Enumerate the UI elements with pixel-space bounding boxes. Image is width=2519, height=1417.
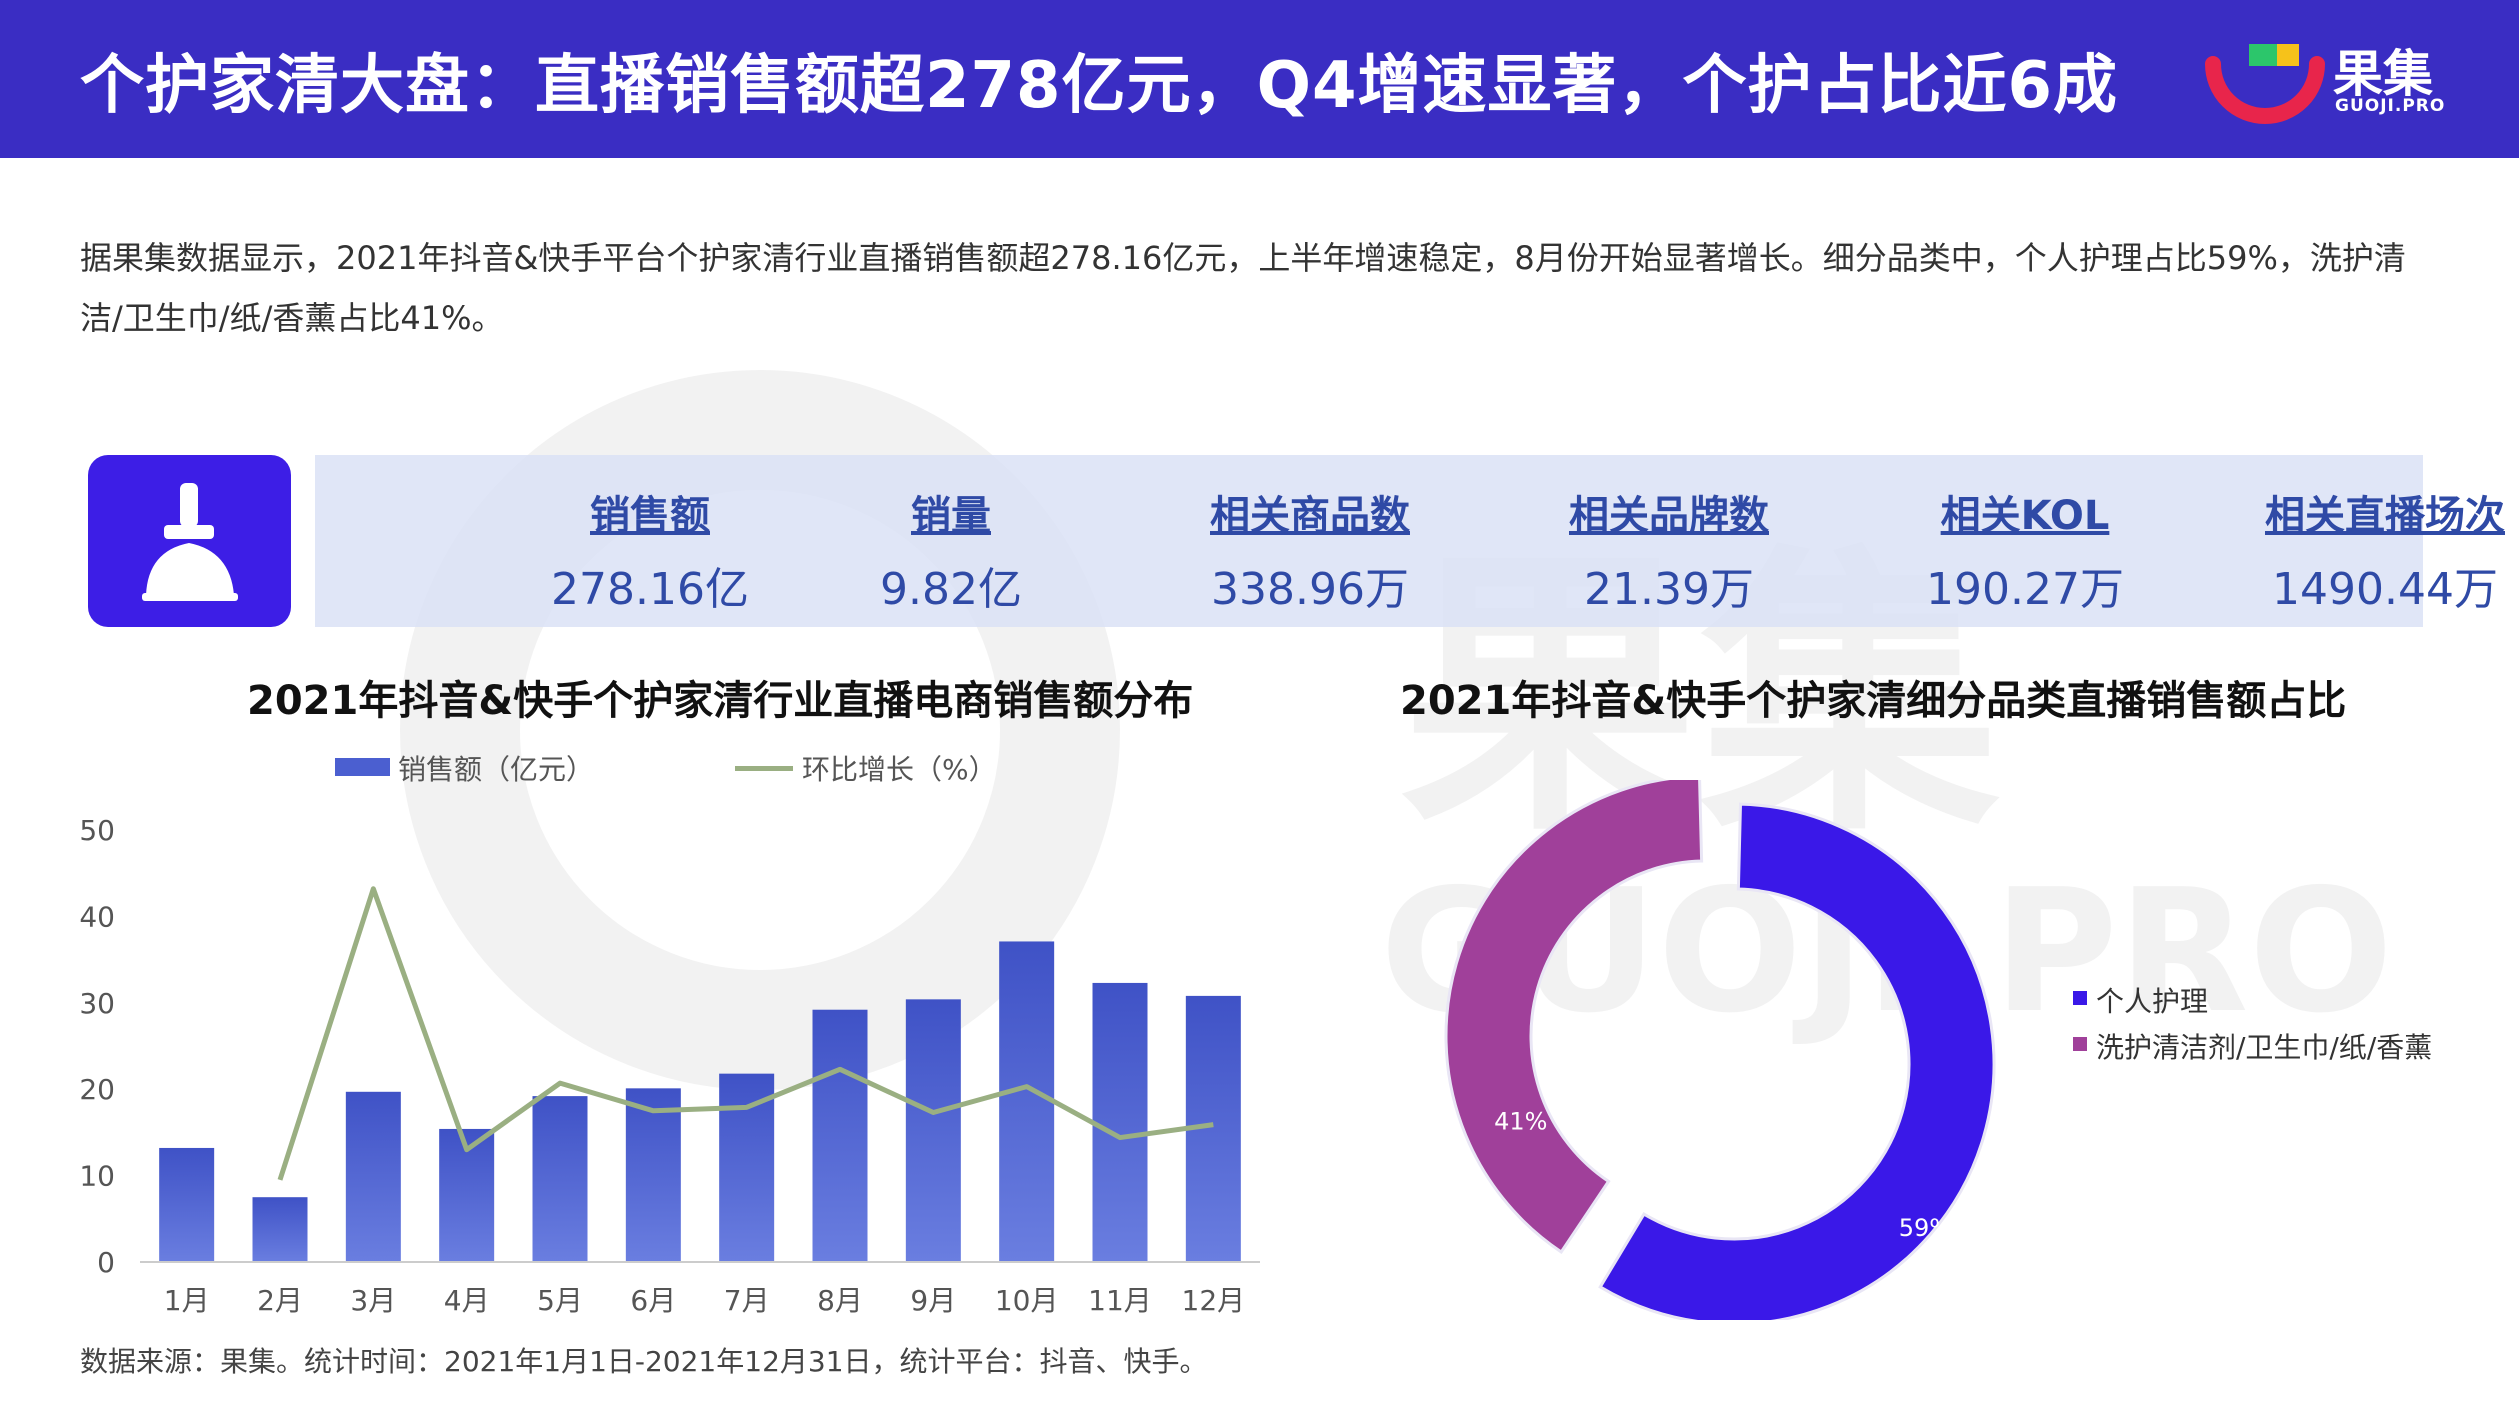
legend-swatch-personal — [2073, 991, 2087, 1005]
legend-swatch-line — [735, 766, 793, 771]
y-tick-label: 40 — [79, 900, 115, 933]
donut-slice-personal-care — [1598, 802, 1996, 1320]
bar-line-chart: 0 10 20 30 40 50 1月 2月 3月 4月 5月 6月 7月 8月 9月 10月 11月 12月 — [79, 814, 1260, 1317]
x-tick-label: 3月 — [350, 1284, 396, 1317]
y-tick-label: 0 — [97, 1246, 115, 1279]
category-icon-box — [88, 455, 291, 627]
intro-paragraph: 据果集数据显示，2021年抖音&快手平台个护家清行业直播销售额超278.16亿元… — [80, 239, 2406, 337]
y-tick-label: 50 — [79, 814, 115, 847]
stat-label: 销量 — [911, 493, 991, 539]
stat-kol: 相关KOL 190.27万 — [1875, 455, 2175, 627]
x-tick-label: 11月 — [1088, 1284, 1152, 1317]
logo-text-cn: 果集 — [2333, 45, 2433, 103]
x-tick-label: 10月 — [995, 1284, 1059, 1317]
donut-chart: 59% 41% — [1444, 780, 1996, 1320]
legend-label-cleaning: 洗护清洁剂/卫生巾/纸/香薰 — [2096, 1031, 2433, 1064]
logo-text-en: GUOJI.PRO — [2335, 96, 2446, 116]
bar-6月 — [625, 1088, 681, 1262]
stat-label: 相关KOL — [1940, 493, 2110, 539]
stat-label: 相关商品数 — [1210, 493, 1410, 539]
stat-label: 相关品牌数 — [1569, 493, 1769, 539]
stat-label: 相关直播场次 — [2265, 493, 2505, 539]
x-tick-label: 6月 — [630, 1284, 676, 1317]
x-tick-label: 7月 — [724, 1284, 770, 1317]
donut-slice-cleaning — [1444, 780, 1704, 1255]
y-tick-label: 20 — [79, 1073, 115, 1106]
stat-value: 21.39万 — [1584, 564, 1754, 615]
x-tick-label: 9月 — [910, 1284, 956, 1317]
bar-3月 — [345, 1091, 401, 1262]
stat-volume: 销量 9.82亿 — [801, 455, 1101, 627]
x-tick-label: 12月 — [1182, 1284, 1246, 1317]
bar-8月 — [812, 1009, 868, 1262]
legend-label-bar: 销售额（亿元） — [398, 753, 595, 786]
bar-chart-title: 2021年抖音&快手个护家清行业直播电商销售额分布 — [247, 678, 1194, 724]
logo-mark-icon — [2205, 44, 2325, 124]
stat-brands: 相关品牌数 21.39万 — [1519, 455, 1819, 627]
legend-label-line: 环比增长（%） — [802, 753, 997, 786]
stat-value: 9.82亿 — [880, 564, 1022, 615]
x-tick-label: 8月 — [817, 1284, 863, 1317]
x-tick-label: 4月 — [444, 1284, 490, 1317]
donut-chart-title: 2021年抖音&快手个护家清细分品类直播销售额占比 — [1400, 678, 2347, 724]
y-tick-label: 30 — [79, 987, 115, 1020]
bar-5月 — [532, 1096, 588, 1262]
bar-2月 — [252, 1197, 308, 1262]
x-tick-label: 2月 — [257, 1284, 303, 1317]
stats-band: 销售额 278.16亿 销量 9.82亿 相关商品数 338.96万 相关品牌数… — [315, 455, 2505, 627]
x-tick-label: 1月 — [164, 1284, 210, 1317]
bar-10月 — [999, 941, 1055, 1262]
bar-1月 — [159, 1147, 215, 1262]
stat-live-sessions: 相关直播场次 1490.44万 — [2235, 455, 2519, 627]
header-bar: 个护家清大盘：直播销售额超278亿元，Q4增速显著，个护占比近6成 果集 GUO… — [0, 0, 2519, 158]
bar-11月 — [1092, 982, 1148, 1262]
stat-label: 销售额 — [590, 493, 710, 539]
brand-logo: 果集 GUOJI.PRO — [2205, 34, 2465, 124]
legend-swatch-bar — [335, 758, 390, 776]
stat-value: 1490.44万 — [2272, 564, 2498, 615]
data-source-note: 数据来源：果集。统计时间：2021年1月1日-2021年12月31日，统计平台：… — [80, 1345, 1208, 1378]
legend-swatch-cleaning — [2073, 1037, 2087, 1051]
stat-value: 190.27万 — [1926, 564, 2124, 615]
legend-label-personal: 个人护理 — [2096, 985, 2209, 1018]
bar-9月 — [905, 999, 961, 1262]
page-title: 个护家清大盘：直播销售额超278亿元，Q4增速显著，个护占比近6成 — [80, 49, 2119, 123]
stat-products: 相关商品数 338.96万 — [1160, 455, 1460, 627]
y-tick-label: 10 — [79, 1160, 115, 1193]
x-tick-label: 5月 — [537, 1284, 583, 1317]
broom-icon — [142, 483, 238, 601]
growth-rate-line — [277, 886, 1214, 1181]
donut-data-label: 41% — [1494, 1107, 1547, 1135]
donut-data-label: 59% — [1899, 1214, 1952, 1242]
stat-sales: 销售额 278.16亿 — [500, 455, 800, 627]
stat-value: 278.16亿 — [551, 564, 749, 615]
stat-value: 338.96万 — [1211, 564, 1409, 615]
